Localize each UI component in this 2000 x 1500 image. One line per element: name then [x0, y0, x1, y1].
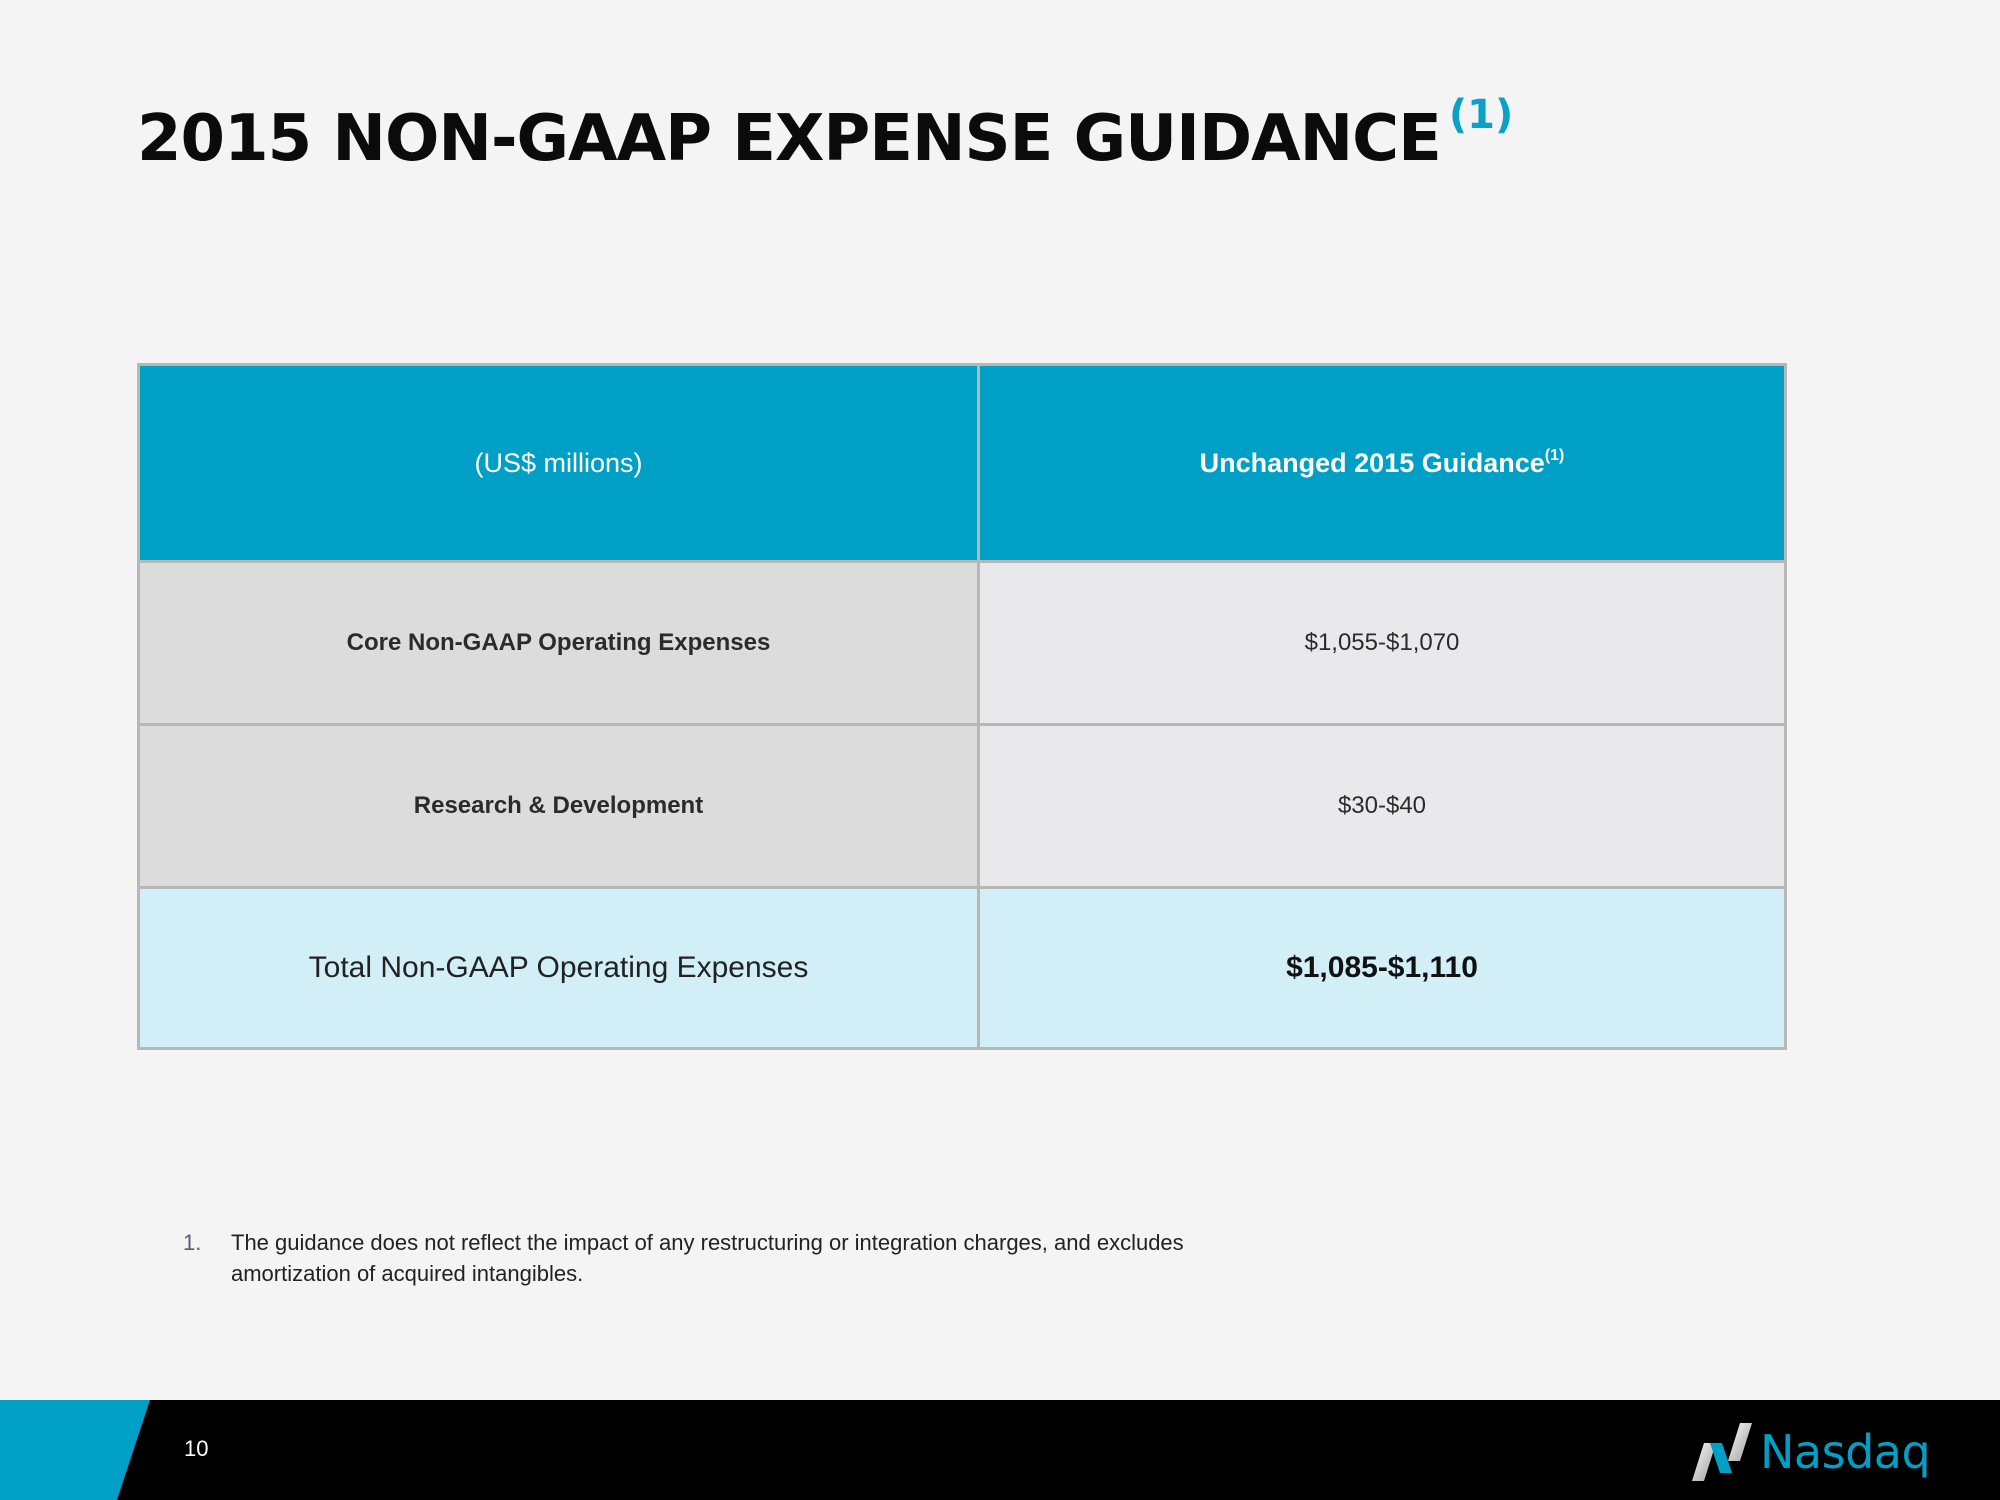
guidance-footnote-marker: (1)	[1544, 447, 1565, 464]
row-label-core-opex: Core Non-GAAP Operating Expenses	[137, 560, 980, 726]
row-value-rnd: $30-$40	[977, 723, 1787, 889]
nasdaq-logo-icon	[1692, 1423, 1752, 1481]
units-header: (US$ millions)	[137, 363, 980, 563]
footnote-text: The guidance does not reflect the impact…	[231, 1230, 1184, 1286]
total-row: Total Non-GAAP Operating Expenses $1,085…	[137, 886, 1787, 1050]
guidance-table: (US$ millions) Unchanged 2015 Guidance(1…	[137, 363, 1787, 1050]
total-label: Total Non-GAAP Operating Expenses	[137, 886, 980, 1050]
page-number: 10	[184, 1436, 209, 1461]
guidance-header-label: Unchanged 2015 Guidance	[1199, 448, 1545, 478]
slide-title-text: 2015 NON-GAAP EXPENSE GUIDANCE	[137, 102, 1442, 176]
title-footnote-marker: (1)	[1448, 92, 1514, 138]
logo-wordmark: Nasdaq	[1760, 1425, 1931, 1479]
nasdaq-logo: Nasdaq	[1690, 1420, 1931, 1484]
footnote-number: 1.	[183, 1230, 202, 1255]
footnote: 1. The guidance does not reflect the imp…	[183, 1227, 1263, 1289]
row-label-rnd: Research & Development	[137, 723, 980, 889]
slide-title: 2015 NON-GAAP EXPENSE GUIDANCE (1)	[137, 92, 1513, 176]
footer-bar: 10 Nasdaq	[0, 1400, 2000, 1500]
footer-accent	[0, 1400, 150, 1500]
row-value-core-opex: $1,055-$1,070	[977, 560, 1787, 726]
units-header-label: (US$ millions)	[474, 447, 643, 478]
table-header-row: (US$ millions) Unchanged 2015 Guidance(1…	[137, 363, 1787, 563]
table-row: Core Non-GAAP Operating Expenses $1,055-…	[137, 560, 1787, 726]
table-row: Research & Development $30-$40	[137, 723, 1787, 889]
total-value: $1,085-$1,110	[977, 886, 1787, 1050]
guidance-header: Unchanged 2015 Guidance(1)	[977, 363, 1787, 563]
